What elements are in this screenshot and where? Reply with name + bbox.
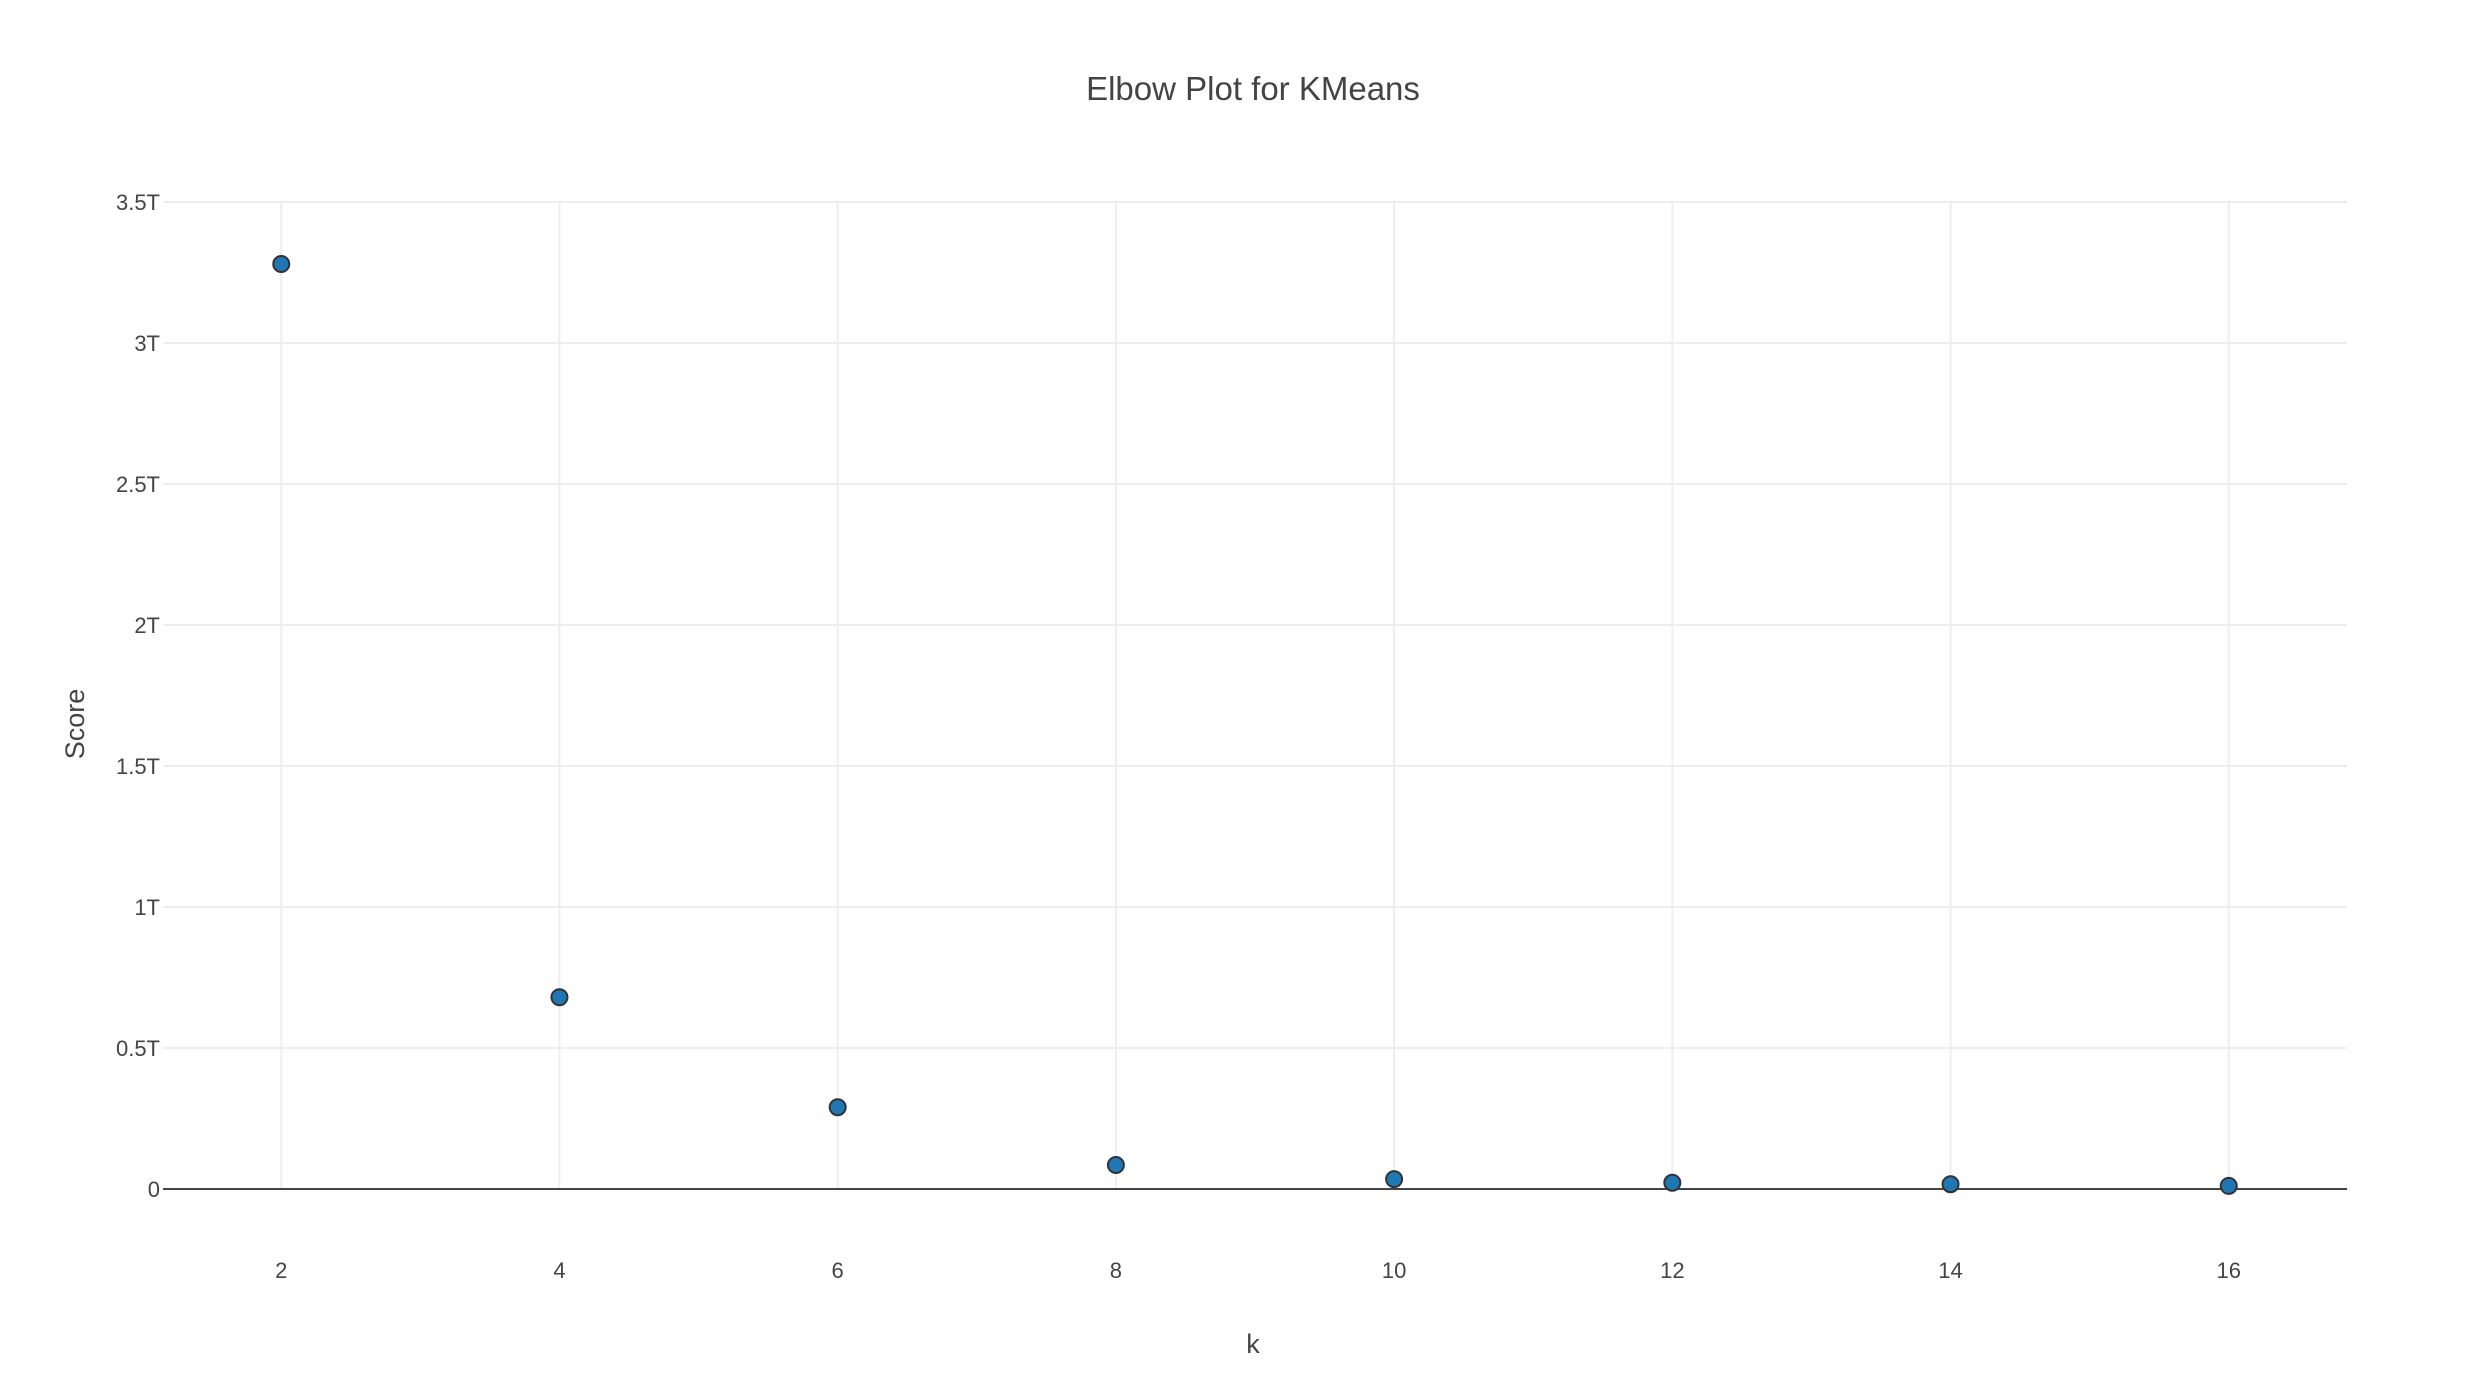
x-tick-label: 2	[275, 1258, 287, 1283]
y-tick-label: 3T	[134, 331, 160, 356]
x-tick-label: 14	[1938, 1258, 1962, 1283]
grid-layer	[163, 201, 2347, 1189]
x-tick-label: 12	[1660, 1258, 1684, 1283]
data-point	[828, 1098, 847, 1117]
data-point	[1941, 1175, 1960, 1194]
data-point	[1106, 1156, 1125, 1175]
y-axis-label: Score	[60, 689, 90, 760]
y-tick-label: 2.5T	[116, 472, 160, 497]
x-axis-label: k	[1246, 1329, 1260, 1359]
data-point	[1385, 1170, 1404, 1189]
chart-title: Elbow Plot for KMeans	[1086, 70, 1420, 107]
data-point	[2219, 1176, 2238, 1195]
y-tick-label: 2T	[134, 613, 160, 638]
x-tick-label: 16	[2217, 1258, 2241, 1283]
data-point	[1663, 1173, 1682, 1192]
y-tick-label: 1T	[134, 895, 160, 920]
x-tick-label: 4	[553, 1258, 565, 1283]
y-tick-label: 0.5T	[116, 1036, 160, 1061]
x-tick-label: 6	[832, 1258, 844, 1283]
y-tick-label: 3.5T	[116, 190, 160, 215]
data-points	[272, 255, 2238, 1195]
y-tick-label: 1.5T	[116, 754, 160, 779]
y-tick-label: 0	[148, 1177, 160, 1202]
x-tick-label: 8	[1110, 1258, 1122, 1283]
x-tick-labels: 2 4 6 8 10 12 14 16	[275, 1258, 2241, 1283]
data-point	[550, 988, 569, 1007]
x-tick-label: 10	[1382, 1258, 1406, 1283]
y-tick-labels: 0 0.5T 1T 1.5T 2T 2.5T 3T 3.5T	[116, 190, 160, 1202]
data-point	[272, 255, 291, 274]
